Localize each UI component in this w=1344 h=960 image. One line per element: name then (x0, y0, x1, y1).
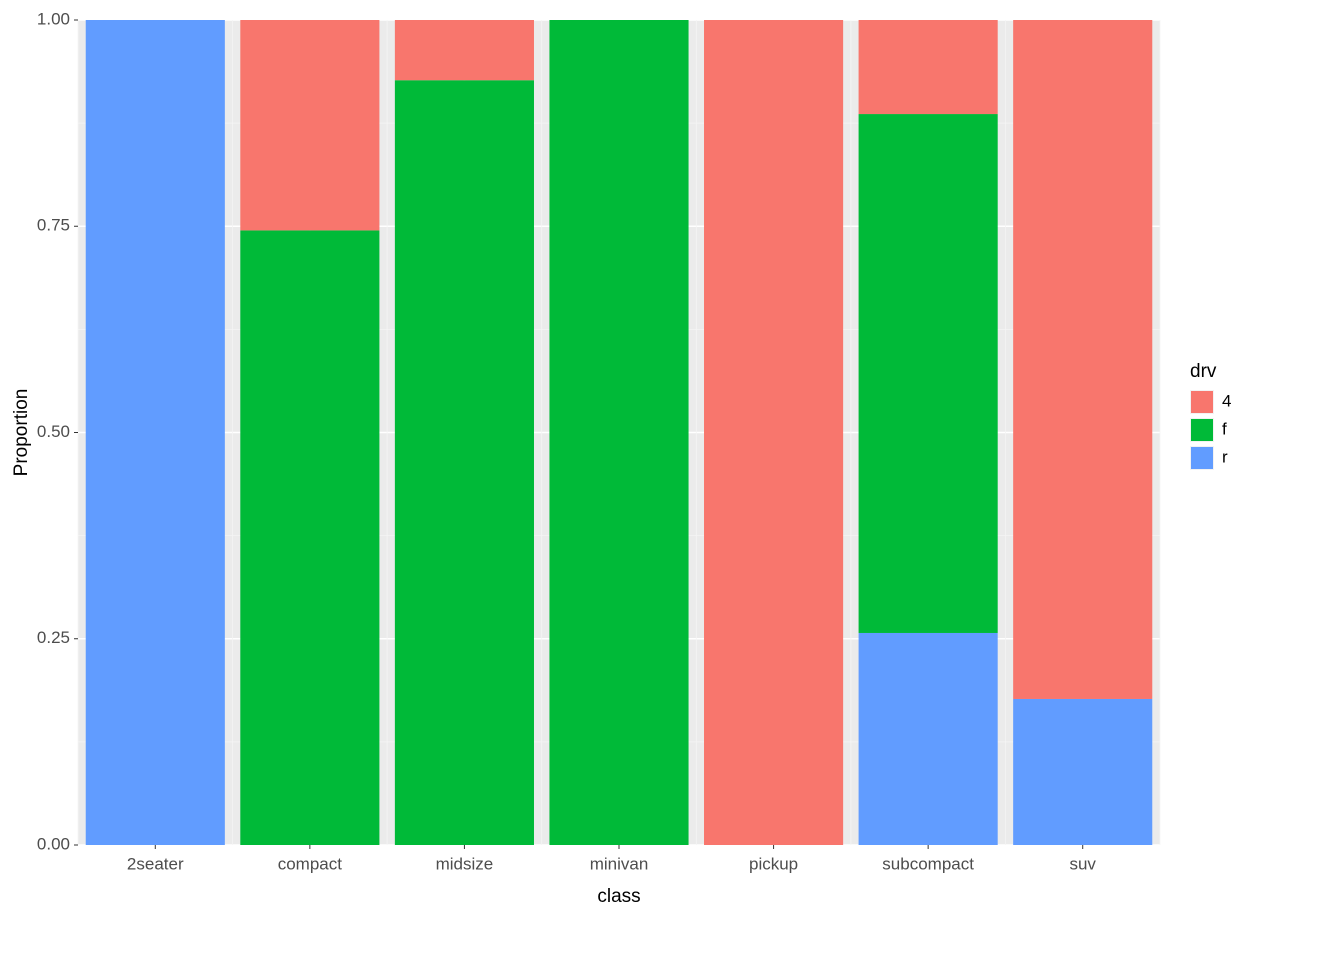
y-tick-label: 1.00 (37, 9, 70, 28)
y-tick-label: 0.00 (37, 834, 70, 853)
y-tick-label: 0.50 (37, 422, 70, 441)
x-axis-title: class (597, 886, 640, 907)
y-axis-title: Proportion (11, 389, 32, 477)
x-tick-label: midsize (436, 854, 494, 873)
x-tick-label: 2seater (127, 854, 184, 873)
legend-label: 4 (1222, 391, 1231, 410)
bar-segment (704, 20, 843, 845)
bar-segment (86, 20, 225, 845)
bar-segment (395, 80, 534, 845)
stacked-bar-chart: 0.00 0.25 0.50 0.75 1.00 2seater compact midsiz… (0, 0, 1344, 960)
bar-segment (859, 633, 998, 845)
bar-segment (1013, 20, 1152, 699)
legend-title: drv (1190, 361, 1217, 382)
x-tick-label: pickup (749, 854, 798, 873)
bar-segment (240, 20, 379, 230)
legend-key (1191, 447, 1213, 469)
legend-key (1191, 419, 1213, 441)
bar-segment (240, 230, 379, 845)
x-tick-label: minivan (590, 854, 649, 873)
bar-segment (549, 20, 688, 845)
bars-group (86, 20, 1153, 845)
x-tick-label: compact (278, 854, 343, 873)
chart-container: 0.00 0.25 0.50 0.75 1.00 2seater compact midsiz… (0, 0, 1344, 960)
bar-segment (859, 114, 998, 633)
bar-segment (859, 20, 998, 114)
y-tick-label: 0.75 (37, 216, 70, 235)
y-tick-label: 0.25 (37, 628, 70, 647)
legend-label: r (1222, 447, 1228, 466)
bar-segment (395, 20, 534, 80)
bar-segment (1013, 699, 1152, 845)
x-tick-label: subcompact (882, 854, 974, 873)
x-tick-label: suv (1069, 854, 1096, 873)
legend-key (1191, 391, 1213, 413)
legend-label: f (1222, 419, 1227, 438)
